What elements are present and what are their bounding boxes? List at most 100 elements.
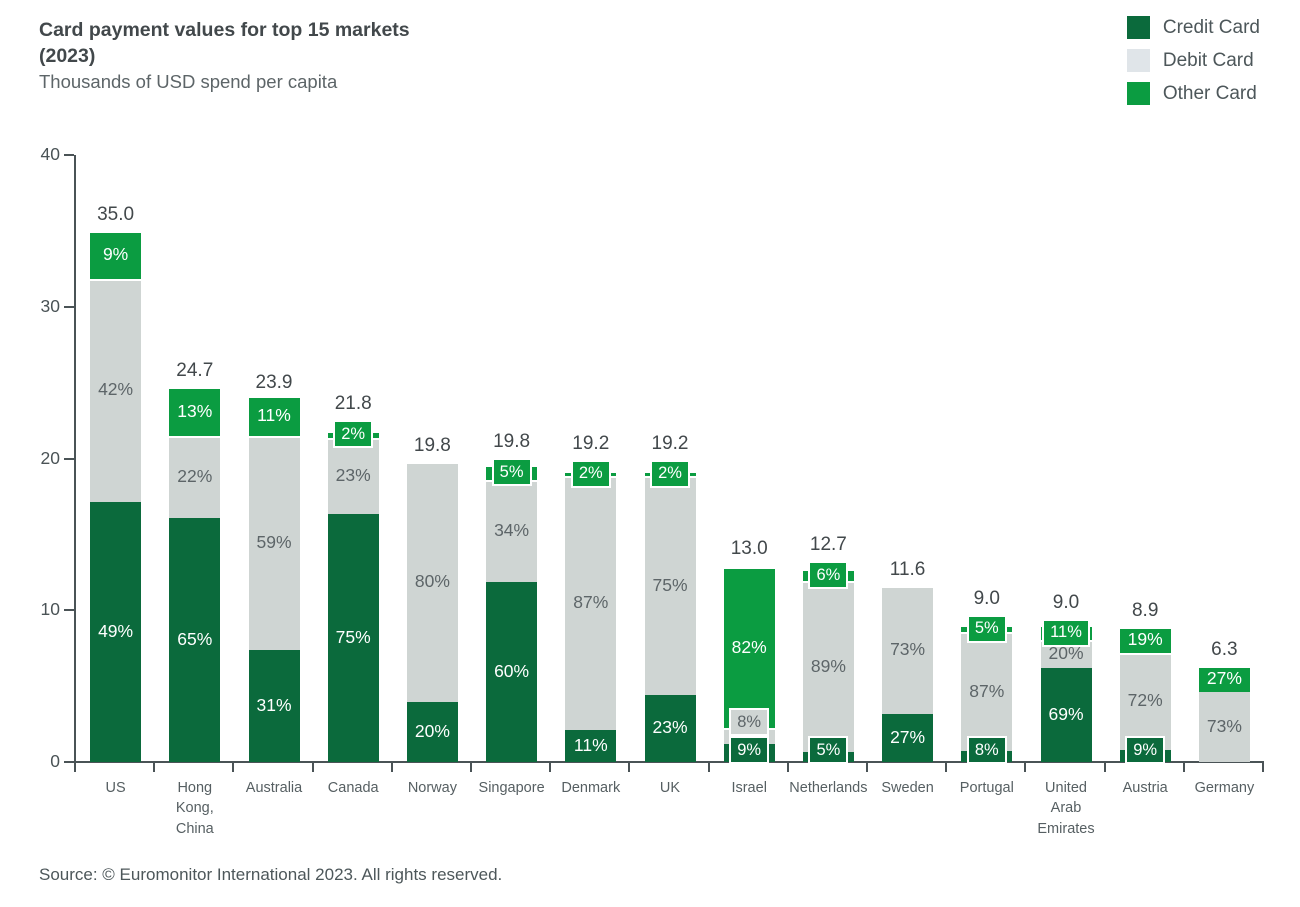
bar-segment-credit bbox=[169, 518, 221, 762]
y-axis-tick bbox=[64, 609, 74, 612]
x-tick-label: United Arab Emirates bbox=[1037, 780, 1095, 837]
bar-segment-other bbox=[169, 387, 221, 436]
segment-label: 87% bbox=[969, 680, 1005, 701]
x-tick-label: Netherlands bbox=[789, 780, 868, 796]
segment-badge-label: 11% bbox=[1042, 618, 1090, 647]
x-axis-tick bbox=[311, 762, 314, 772]
x-tick-label: Hong Kong, China bbox=[175, 780, 214, 837]
segment-label: 65% bbox=[177, 629, 213, 650]
legend-swatch-debit-icon bbox=[1126, 49, 1150, 72]
segment-label: 27% bbox=[890, 727, 926, 748]
x-axis-tick bbox=[628, 762, 631, 772]
legend-item-other: Other Card bbox=[1126, 82, 1260, 105]
segment-label: 9% bbox=[102, 243, 129, 264]
x-tick-label: Australia bbox=[245, 780, 303, 796]
x-axis-tick bbox=[786, 762, 789, 772]
segment-label: 75% bbox=[335, 626, 371, 647]
bar-segment-credit bbox=[248, 649, 300, 762]
segment-label: 73% bbox=[1206, 716, 1242, 737]
y-axis-tick bbox=[64, 305, 74, 308]
segment-label: 20% bbox=[1048, 643, 1084, 664]
legend-label: Debit Card bbox=[1162, 49, 1254, 71]
x-axis-tick bbox=[470, 762, 472, 772]
x-tick-label: Portugal bbox=[959, 780, 1014, 796]
legend-swatch-credit-icon bbox=[1126, 16, 1150, 39]
segment-label: 49% bbox=[98, 620, 134, 641]
bar-total-label: 19.8 bbox=[413, 434, 451, 456]
x-axis-tick bbox=[1182, 762, 1185, 772]
x-axis-tick bbox=[1103, 762, 1106, 772]
bar-segment-credit bbox=[406, 701, 458, 762]
segment-label: 20% bbox=[414, 720, 450, 741]
bar-segment-other bbox=[723, 566, 775, 729]
bar-segment-credit bbox=[90, 501, 142, 762]
x-tick-label: Israel bbox=[731, 780, 767, 796]
bar-segment-other bbox=[1119, 626, 1171, 653]
segment-label: 75% bbox=[652, 574, 688, 595]
bar-total-label: 12.7 bbox=[809, 534, 847, 556]
bar-total-label: 35.0 bbox=[97, 203, 135, 225]
x-axis-tick bbox=[232, 762, 235, 772]
bar-segment-credit bbox=[882, 714, 934, 762]
x-tick-label: Norway bbox=[407, 780, 457, 796]
segment-badge-label: 2% bbox=[333, 420, 374, 449]
segment-label: 23% bbox=[335, 464, 371, 485]
y-axis-line bbox=[74, 155, 76, 764]
segment-label: 34% bbox=[494, 519, 530, 540]
segment-label: 60% bbox=[494, 660, 530, 681]
chart-subtitle: Thousands of USD spend per capita bbox=[39, 71, 338, 92]
segment-label: 22% bbox=[177, 466, 213, 487]
bar-segment-credit bbox=[1040, 667, 1092, 762]
segment-label: 11% bbox=[257, 404, 291, 425]
x-tick-label: US bbox=[105, 780, 126, 796]
bar-segment-credit bbox=[565, 729, 617, 762]
x-tick-label: Sweden bbox=[881, 780, 934, 796]
x-axis-tick bbox=[74, 762, 76, 772]
bar-total-label: 6.3 bbox=[1211, 639, 1238, 661]
bar-segment-credit bbox=[644, 694, 696, 762]
bar-segment-other bbox=[90, 230, 142, 279]
bar-segment-other bbox=[248, 395, 300, 436]
x-tick-label: UK bbox=[659, 780, 681, 796]
x-axis-tick bbox=[549, 762, 552, 772]
segment-label: 59% bbox=[256, 531, 292, 552]
bar-segment-other bbox=[1198, 666, 1250, 693]
x-tick-label: Singapore bbox=[478, 780, 545, 796]
x-axis-tick bbox=[153, 762, 156, 772]
segment-label: 73% bbox=[890, 639, 926, 660]
legend-swatch-other-icon bbox=[1126, 82, 1150, 105]
x-axis-tick bbox=[945, 762, 948, 772]
y-tick-label: 10 bbox=[40, 599, 60, 620]
segment-badge-label: 5% bbox=[808, 736, 849, 764]
segment-label: 19% bbox=[1127, 628, 1163, 649]
legend-item-debit: Debit Card bbox=[1126, 49, 1260, 72]
x-tick-label: Canada bbox=[327, 780, 379, 796]
x-axis-line bbox=[74, 761, 1264, 763]
segment-badge-label: 5% bbox=[491, 458, 532, 487]
bar-segment-debit bbox=[1198, 692, 1250, 762]
bar-total-label: 9.0 bbox=[1052, 591, 1080, 613]
bar-segment-debit bbox=[565, 476, 617, 730]
x-axis-tick bbox=[1024, 762, 1027, 772]
bar-segment-credit bbox=[327, 513, 379, 762]
bar-total-label: 11.6 bbox=[889, 558, 926, 580]
x-tick-label: Germany bbox=[1194, 780, 1255, 796]
segment-badge-label: 2% bbox=[650, 459, 690, 488]
segment-label: 89% bbox=[810, 655, 846, 676]
x-tick-label: Denmark bbox=[561, 780, 621, 796]
bar-segment-debit bbox=[1119, 652, 1171, 750]
segment-badge-label: 6% bbox=[808, 561, 849, 590]
bar-segment-debit bbox=[169, 435, 221, 519]
x-tick-label: Austria bbox=[1122, 780, 1168, 796]
segment-label: 69% bbox=[1048, 703, 1084, 724]
y-tick-label: 0 bbox=[50, 751, 60, 771]
bar-segment-debit bbox=[882, 585, 934, 715]
segment-label: 13% bbox=[177, 400, 213, 421]
x-axis-tick bbox=[1262, 762, 1264, 772]
segment-badge-label: 9% bbox=[1125, 736, 1166, 764]
bar-total-label: 13.0 bbox=[730, 537, 768, 559]
bar-segment-debit bbox=[248, 435, 300, 650]
y-axis-tick bbox=[64, 761, 74, 763]
